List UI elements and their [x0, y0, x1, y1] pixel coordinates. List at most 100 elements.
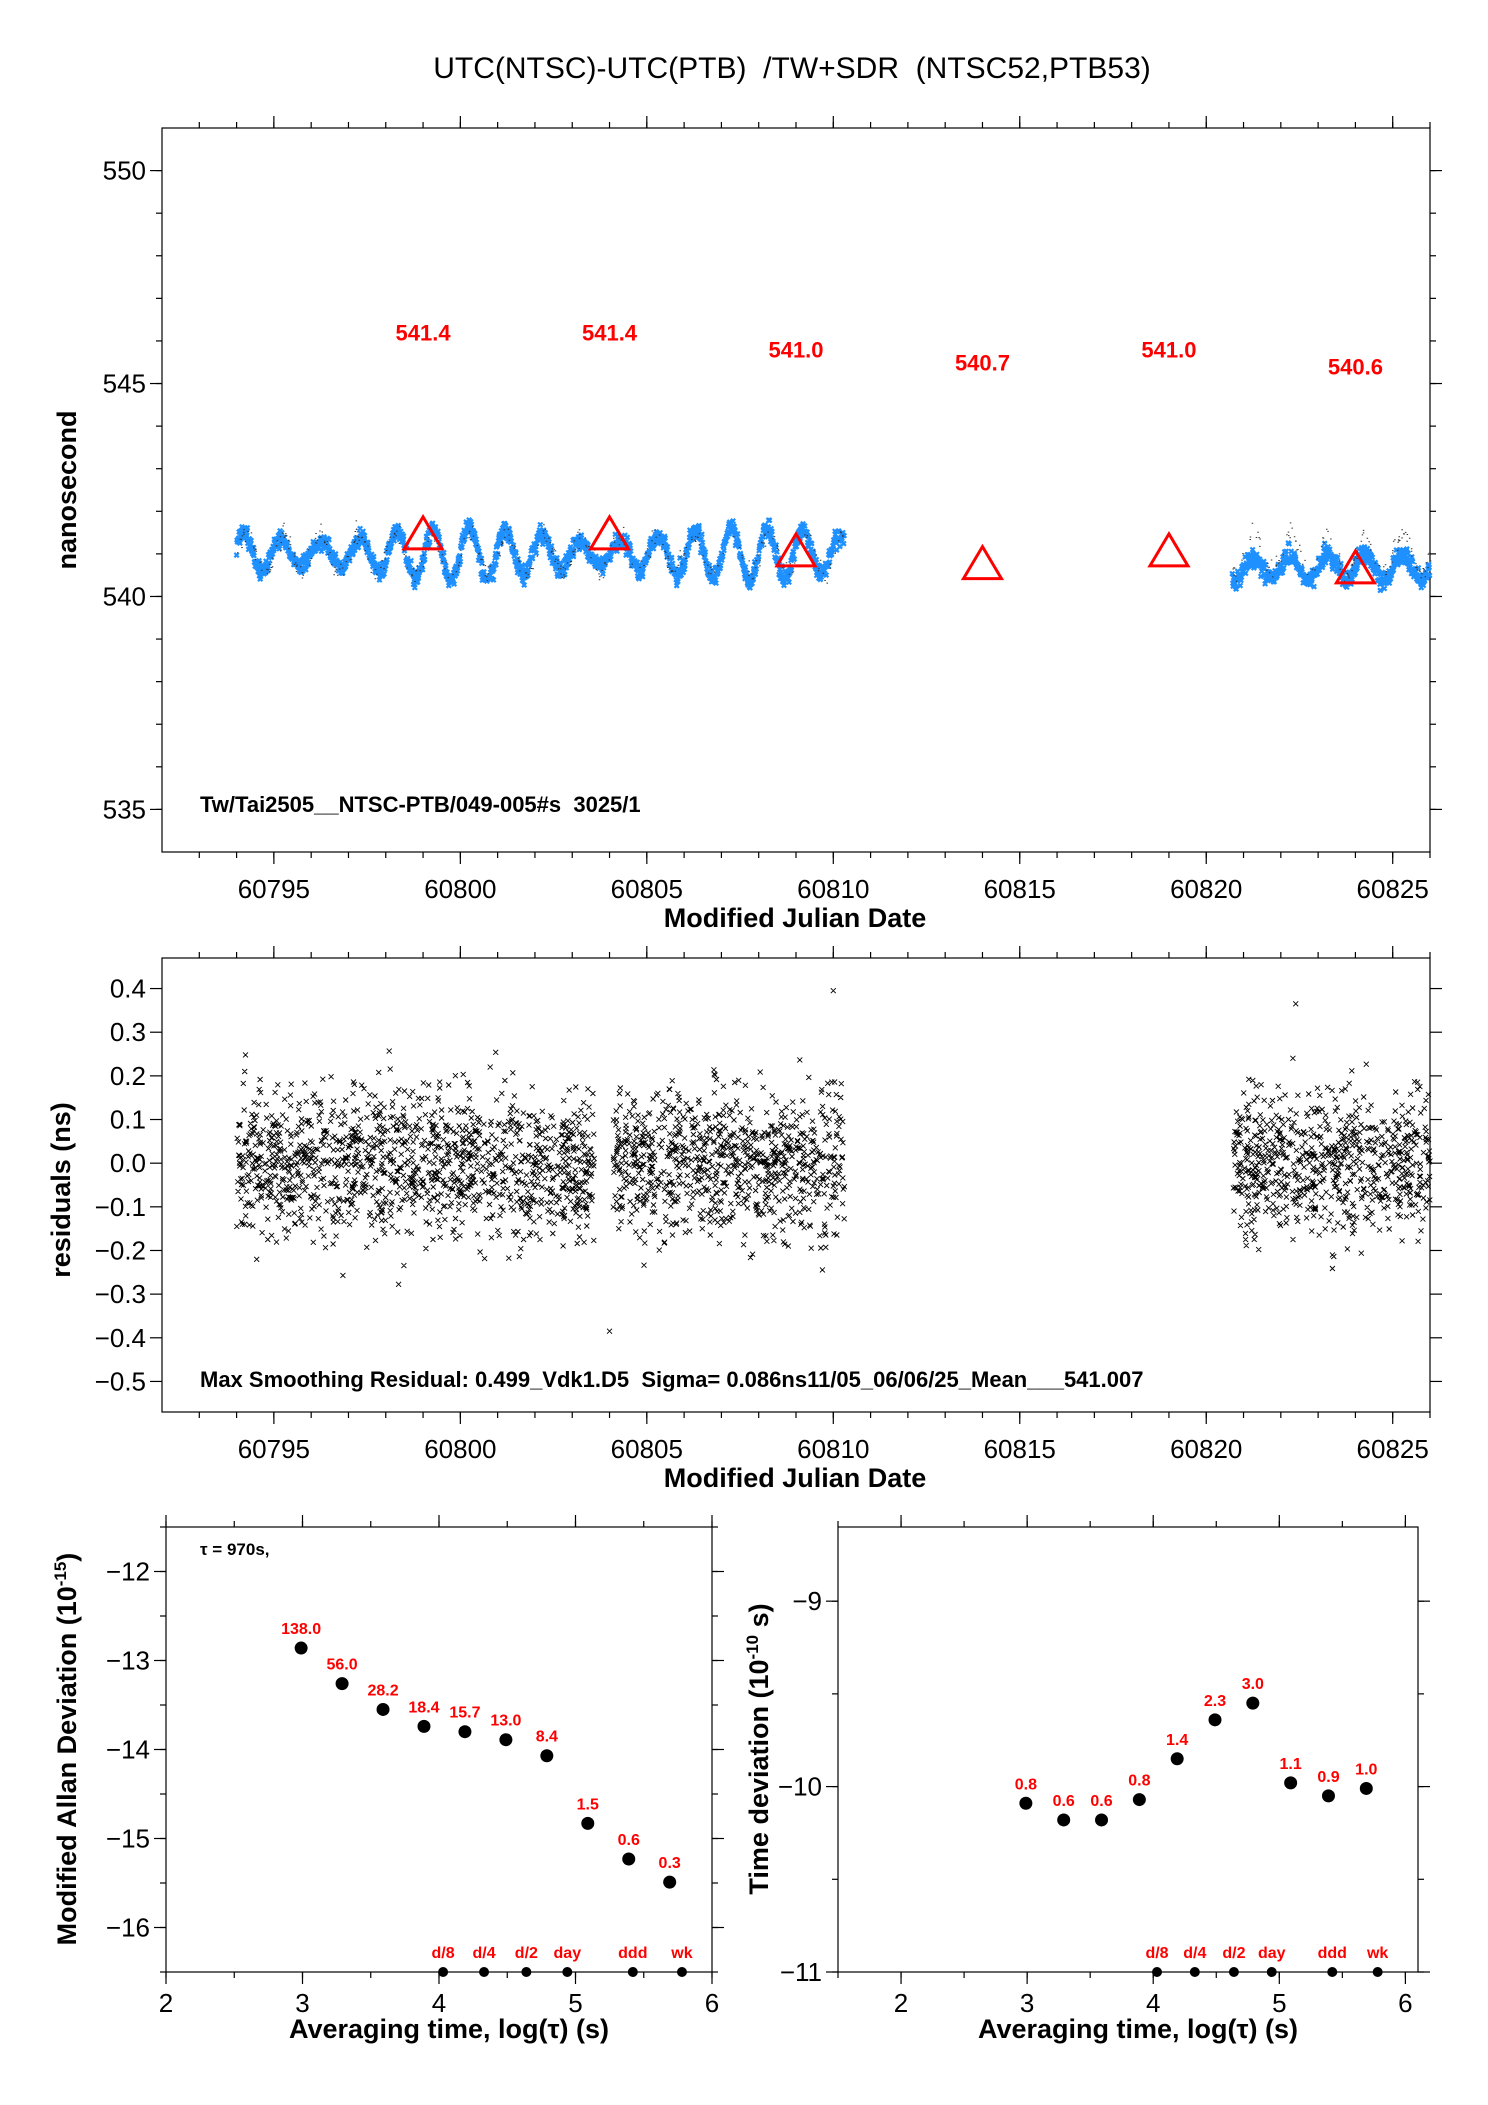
tdev-ytick-label: −11	[780, 1957, 822, 1987]
tdev-point-label: 2.3	[1204, 1693, 1226, 1710]
tdev-y-axis-title-main: Time deviation (10	[744, 1660, 774, 1895]
tdev-data-point	[1170, 1752, 1184, 1766]
mdev-reference-label: d/4	[472, 1945, 495, 1962]
offset-xtick-label: 60795	[238, 874, 310, 904]
mdev-ytick-label: −12	[106, 1557, 150, 1587]
tdev-y-axis-title-exponent: -10	[743, 1635, 762, 1660]
residual-xtick-label: 60825	[1357, 1434, 1429, 1464]
tdev-reference-label: d/4	[1183, 1945, 1206, 1962]
offset-ytick-label: 535	[103, 794, 146, 824]
mdev-reference-point	[521, 1967, 532, 1977]
mdev-point-label: 0.3	[659, 1855, 681, 1872]
mdev-data-point	[622, 1852, 636, 1866]
mdev-xtick-label: 2	[159, 1988, 173, 2018]
offset-plot-frame	[161, 127, 1431, 853]
mdev-reference-point	[438, 1967, 449, 1977]
residual-ytick-label: −0.3	[95, 1279, 146, 1309]
mean-triangle-marker	[774, 530, 818, 568]
tdev-reference-label: ddd	[1318, 1945, 1347, 1962]
offset-ytick-label: 540	[103, 581, 146, 611]
tau-note: τ = 970s,	[200, 1540, 270, 1559]
mean-value-label: 541.4	[582, 321, 638, 346]
mean-triangle-marker	[960, 543, 1005, 581]
mdev-reference-label: wk	[670, 1945, 692, 1962]
offset-xtick-label: 60820	[1170, 874, 1242, 904]
offset-ytick-label: 545	[103, 369, 146, 399]
tdev-data-point	[1208, 1713, 1222, 1727]
mdev-reference-point	[627, 1967, 638, 1977]
tdev-reference-point	[1152, 1967, 1162, 1977]
figure-title: UTC(NTSC)-UTC(PTB) /TW+SDR (NTSC52,PTB53…	[433, 52, 1151, 85]
tdev-reference-label: d/2	[1222, 1945, 1245, 1962]
mdev-point-label: 8.4	[536, 1729, 558, 1746]
mdev-data-point	[376, 1702, 390, 1716]
tdev-point-label: 1.4	[1166, 1732, 1188, 1749]
offset-xtick-label: 60810	[797, 874, 869, 904]
mean-value-label: 541.4	[396, 321, 452, 346]
mdev-point-label: 1.5	[577, 1796, 599, 1813]
offset-time-series-panel: 541.4 541.4 541.0 540.7 541.0 540.6 60795 60800…	[52, 116, 1442, 933]
residual-annotation: Max Smoothing Residual: 0.499_Vdk1.D5 Si…	[200, 1367, 1143, 1392]
tdev-data-point	[1359, 1781, 1373, 1795]
mdev-y-axis-title: Modified Allan Deviation (10-15)	[51, 1553, 82, 1946]
mean-triangle-marker	[1333, 547, 1378, 585]
tdev-point-label: 0.6	[1090, 1793, 1112, 1810]
mean-value-label: 541.0	[768, 338, 823, 363]
offset-series-points	[233, 517, 1433, 594]
tdev-point-label: 0.9	[1317, 1769, 1339, 1786]
mdev-ytick-label: −13	[106, 1646, 150, 1676]
residual-xtick-label: 60810	[797, 1434, 869, 1464]
residual-xtick-label: 60805	[611, 1434, 683, 1464]
tdev-xtick-label: 6	[1398, 1988, 1412, 2018]
mdev-point-label: 15.7	[449, 1705, 480, 1722]
mdev-point-label: 13.0	[490, 1713, 521, 1730]
mdev-y-axis-title-main: Modified Allan Deviation (10	[52, 1586, 82, 1945]
mdev-y-axis-title-exponent: -15	[51, 1562, 70, 1587]
mean-triangle-marker	[401, 513, 445, 551]
tdev-reference-point	[1327, 1967, 1338, 1977]
mdev-xtick-label: 5	[568, 1988, 582, 2018]
mdev-x-axis-title: Averaging time, log(τ) (s)	[289, 2014, 609, 2044]
modified-allan-deviation-panel: 138.0 56.0 28.2 18.4 15.7 13.0 8.4 1.5 0.6 0.3 d/8…	[51, 1515, 724, 2044]
mdev-data-point	[499, 1733, 513, 1747]
residual-ytick-label: −0.4	[95, 1323, 146, 1353]
residual-ytick-label: −0.1	[95, 1192, 146, 1222]
mdev-point-label: 56.0	[327, 1657, 358, 1674]
tdev-x-axis-title: Averaging time, log(τ) (s)	[978, 2014, 1298, 2044]
mdev-reference-point	[676, 1967, 687, 1977]
mdev-data-point	[294, 1641, 308, 1655]
tdev-reference-label: d/8	[1145, 1945, 1168, 1962]
tdev-reference-point	[1189, 1967, 1200, 1977]
tdev-xtick-label: 4	[1146, 1988, 1160, 2018]
residual-xtick-label: 60820	[1170, 1434, 1242, 1464]
offset-xtick-label: 60825	[1357, 874, 1429, 904]
tdev-xtick-label: 5	[1272, 1988, 1286, 2018]
tdev-point-label: 3.0	[1242, 1676, 1264, 1693]
tdev-point-label: 0.8	[1128, 1773, 1150, 1790]
tdev-point-label: 0.6	[1053, 1793, 1075, 1810]
mdev-point-label: 18.4	[408, 1699, 439, 1716]
tdev-data-point	[1095, 1813, 1109, 1827]
residual-ytick-label: −0.5	[95, 1366, 146, 1396]
tdev-y-axis-title: Time deviation (10-10 s)	[743, 1603, 774, 1894]
offset-x-axis-title: Modified Julian Date	[664, 903, 927, 933]
mdev-data-point	[417, 1719, 431, 1733]
tdev-point-label: 1.0	[1355, 1761, 1377, 1778]
residual-ytick-label: 0.2	[110, 1061, 146, 1091]
mdev-xtick-label: 3	[295, 1988, 309, 2018]
tdev-point-label: 0.8	[1015, 1776, 1037, 1793]
mdev-ytick-label: −15	[106, 1824, 150, 1854]
residual-points	[233, 987, 1433, 1335]
tdev-ytick-label: −9	[792, 1586, 822, 1616]
tdev-data-point	[1132, 1793, 1146, 1807]
mdev-data-point	[335, 1677, 349, 1691]
mean-triangle-marker	[1147, 530, 1191, 568]
mean-value-label: 541.0	[1141, 338, 1196, 363]
mdev-y-axis-title-close: )	[52, 1553, 82, 1562]
mdev-ytick-label: −14	[106, 1735, 150, 1765]
tdev-data-point	[1284, 1776, 1298, 1790]
tdev-reference-point	[1228, 1967, 1239, 1977]
tdev-xtick-label: 3	[1020, 1988, 1034, 2018]
mdev-reference-point	[562, 1967, 573, 1977]
tdev-reference-point	[1266, 1967, 1277, 1977]
